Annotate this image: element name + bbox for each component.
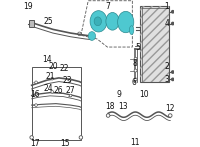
- Circle shape: [172, 11, 174, 13]
- Circle shape: [134, 78, 137, 81]
- Text: 14: 14: [42, 55, 52, 64]
- Text: 6: 6: [131, 78, 136, 87]
- Circle shape: [30, 136, 33, 139]
- Circle shape: [169, 114, 172, 117]
- Text: 8: 8: [132, 59, 137, 69]
- Text: 19: 19: [23, 2, 33, 11]
- Text: 5: 5: [135, 42, 140, 52]
- Text: 24: 24: [43, 84, 53, 93]
- Text: 11: 11: [130, 138, 139, 147]
- Text: 1: 1: [165, 2, 169, 11]
- Text: 13: 13: [118, 102, 128, 111]
- Text: 18: 18: [105, 102, 114, 111]
- Ellipse shape: [88, 32, 96, 40]
- Text: 26: 26: [53, 86, 63, 95]
- Text: 4: 4: [164, 19, 169, 28]
- Text: 3: 3: [164, 75, 169, 84]
- FancyBboxPatch shape: [140, 6, 169, 82]
- Text: 27: 27: [65, 86, 75, 95]
- Text: 17: 17: [30, 139, 39, 147]
- Circle shape: [79, 136, 83, 139]
- Circle shape: [134, 69, 137, 72]
- Text: 25: 25: [43, 17, 53, 26]
- Ellipse shape: [129, 26, 134, 35]
- Text: 21: 21: [45, 72, 55, 81]
- Circle shape: [69, 94, 72, 97]
- Ellipse shape: [90, 11, 107, 32]
- Circle shape: [172, 78, 174, 81]
- Text: 2: 2: [165, 62, 169, 71]
- Ellipse shape: [118, 11, 134, 33]
- Text: 12: 12: [165, 104, 175, 113]
- Circle shape: [35, 93, 37, 95]
- Text: 7: 7: [106, 2, 111, 11]
- Circle shape: [134, 57, 137, 60]
- Circle shape: [172, 71, 174, 73]
- Circle shape: [51, 91, 54, 93]
- Circle shape: [172, 22, 174, 25]
- Text: 23: 23: [62, 76, 72, 85]
- Circle shape: [35, 81, 37, 84]
- Text: 16: 16: [30, 90, 39, 99]
- Bar: [29, 20, 34, 27]
- Circle shape: [35, 104, 37, 106]
- Text: 15: 15: [60, 139, 70, 147]
- Circle shape: [51, 77, 54, 80]
- Text: 9: 9: [117, 90, 122, 99]
- Circle shape: [69, 79, 71, 81]
- Text: 22: 22: [59, 64, 69, 73]
- Text: 10: 10: [139, 90, 149, 99]
- Ellipse shape: [106, 12, 119, 30]
- Circle shape: [106, 114, 110, 117]
- Text: 20: 20: [49, 62, 59, 71]
- Ellipse shape: [94, 17, 101, 26]
